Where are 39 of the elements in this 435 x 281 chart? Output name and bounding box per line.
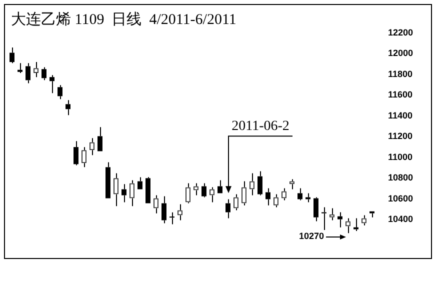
candlestick <box>266 188 270 206</box>
candlestick <box>42 66 46 81</box>
candlestick <box>353 218 358 232</box>
y-tick-label: 10800 <box>388 172 414 183</box>
candlestick <box>10 47 14 64</box>
text: 大连乙烯 1109 日线 4/2011-6/2011 <box>11 10 236 29</box>
candlestick <box>298 188 302 201</box>
candlestick <box>74 140 78 166</box>
y-tick-label: 11600 <box>388 90 413 100</box>
candlestick <box>162 196 166 224</box>
candlestick <box>369 211 374 218</box>
y-tick-label: 10600 <box>388 193 414 204</box>
y-tick-label: 12000 <box>388 48 414 58</box>
candlestick <box>58 84 62 100</box>
annotation: 2011-06-2 <box>232 118 290 134</box>
candlestick <box>314 196 318 222</box>
candlestick <box>321 206 326 231</box>
candlestick <box>98 126 102 152</box>
candlestick <box>337 212 342 228</box>
candlestick <box>170 212 174 225</box>
y-tick-label: 10400 <box>388 214 414 224</box>
candlestick <box>26 62 30 84</box>
y-tick-label: 11000 <box>388 152 413 162</box>
candlestick <box>106 162 110 198</box>
candlestick <box>218 180 222 194</box>
y-tick-label: 11200 <box>388 131 413 142</box>
candlestick <box>50 74 54 94</box>
y-tick-label: 11400 <box>388 110 413 120</box>
candlestick <box>122 184 126 203</box>
annotation: 10270 <box>298 231 324 242</box>
candlestick <box>18 62 22 74</box>
candlestick <box>66 100 70 116</box>
y-tick-label: 12200 <box>388 28 414 38</box>
candlestick <box>306 192 310 203</box>
candlestick <box>138 176 142 190</box>
candlestick <box>226 198 230 219</box>
candlestick <box>258 170 262 196</box>
y-tick-label: 11800 <box>388 68 413 79</box>
candlestick <box>146 176 150 204</box>
